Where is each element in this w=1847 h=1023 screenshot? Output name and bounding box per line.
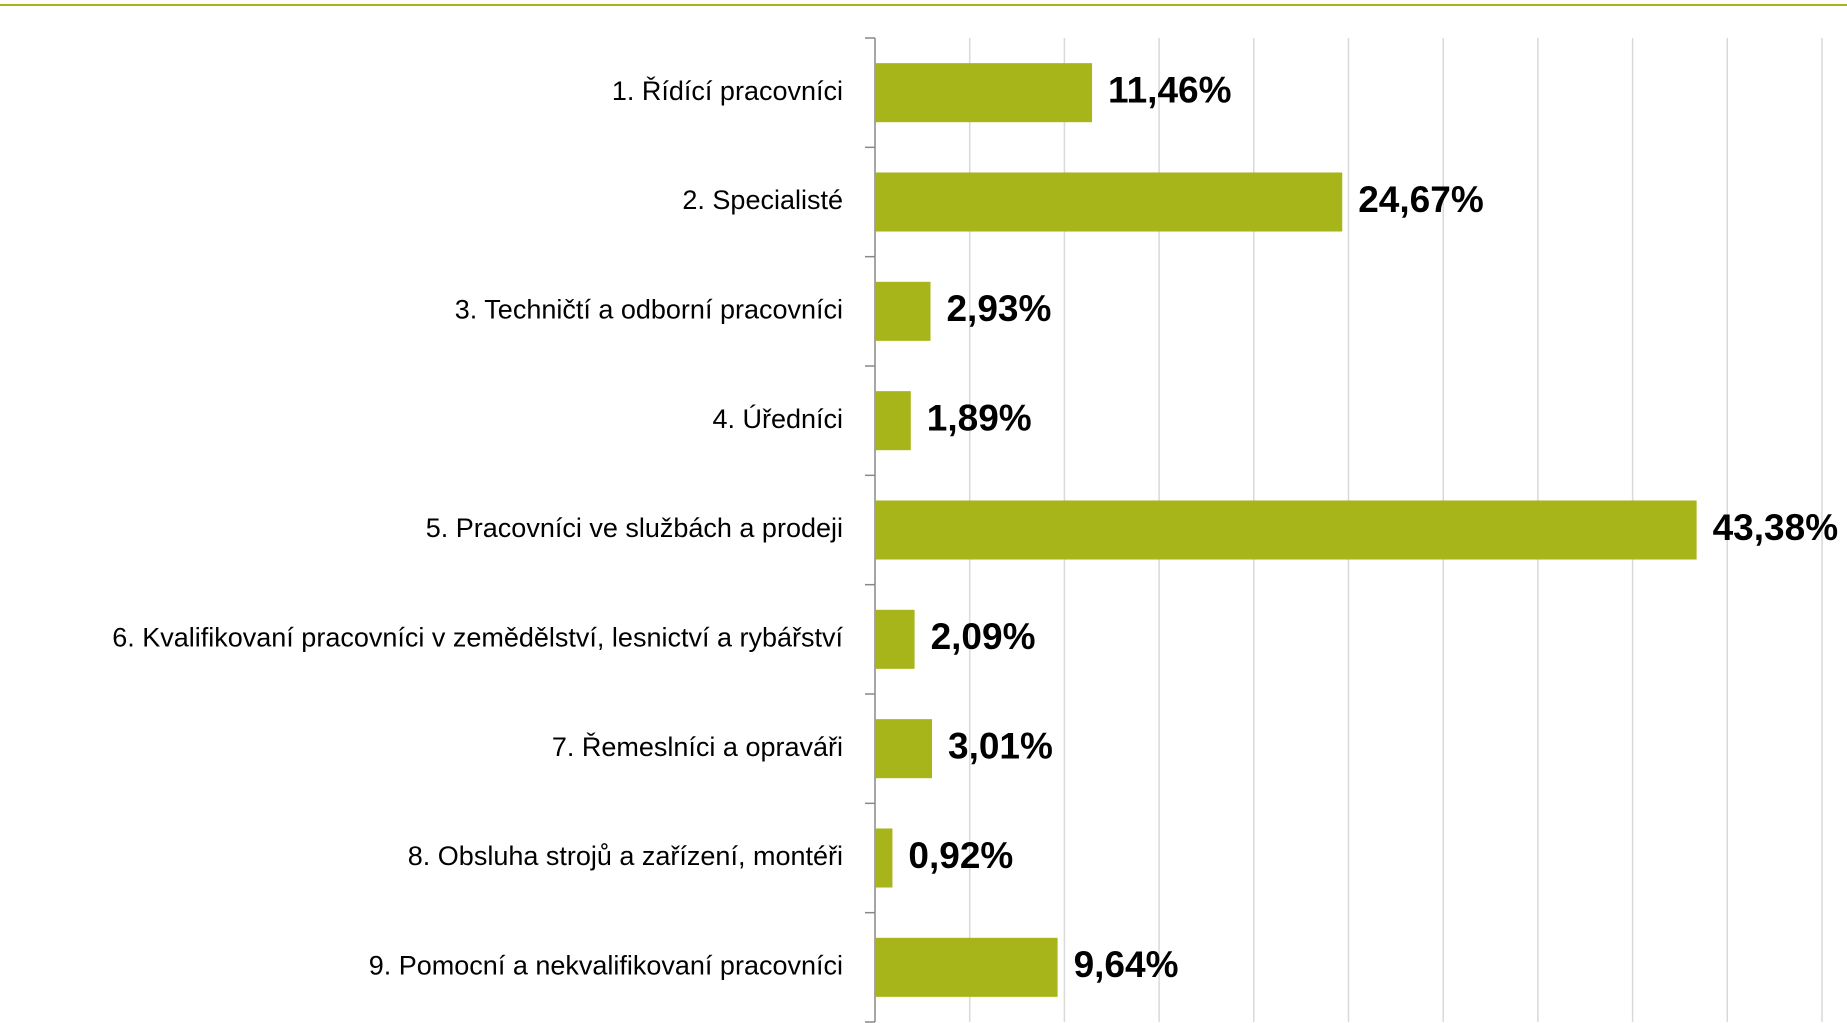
category-label: 8. Obsluha strojů a zařízení, montéři [408, 841, 843, 871]
bar [875, 281, 931, 341]
bar [875, 391, 911, 451]
value-label: 3,01% [948, 725, 1053, 766]
value-label: 11,46% [1108, 69, 1231, 110]
bar [875, 500, 1697, 560]
value-label: 1,89% [927, 397, 1032, 438]
category-label: 6. Kvalifikovaní pracovníci v zemědělstv… [112, 622, 843, 652]
bar [875, 63, 1093, 123]
bar [875, 719, 933, 779]
value-label: 2,93% [946, 288, 1051, 329]
category-label: 3. Techničtí a odborní pracovníci [455, 294, 843, 324]
value-label: 24,67% [1358, 179, 1484, 220]
category-label: 9. Pomocní a nekvalifikovaní pracovníci [369, 950, 843, 980]
category-label: 7. Řemeslníci a opraváři [552, 731, 843, 762]
bar [875, 828, 893, 888]
bar [875, 609, 915, 669]
category-label: 1. Řídící pracovníci [612, 75, 843, 106]
category-label: 5. Pracovníci ve službách a prodeji [426, 513, 843, 543]
value-label: 9,64% [1074, 944, 1179, 985]
value-label: 0,92% [908, 835, 1013, 876]
category-label: 2. Specialisté [682, 185, 843, 215]
value-label: 2,09% [931, 616, 1036, 657]
bar [875, 937, 1058, 997]
category-label: 4. Úředníci [712, 403, 843, 434]
value-label: 43,38% [1713, 507, 1839, 548]
bar [875, 172, 1343, 232]
